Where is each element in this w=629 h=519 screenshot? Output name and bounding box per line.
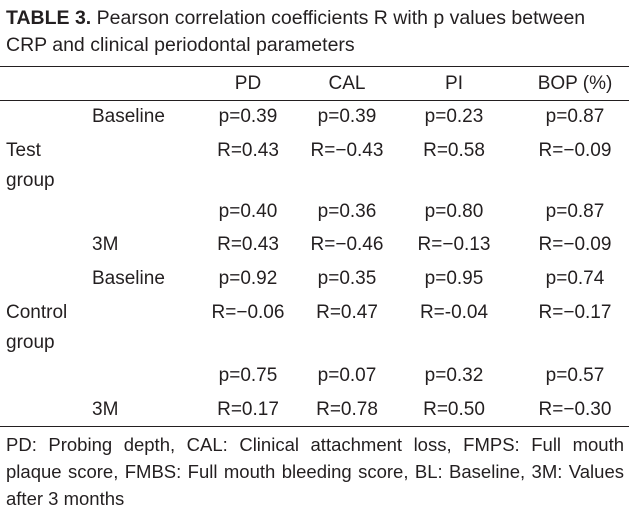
test-baseline-p-cal: p=0.39 xyxy=(317,106,377,127)
test-3m-p-pi: p=0.80 xyxy=(424,201,484,222)
test-3m-r-pi: R=−0.13 xyxy=(417,234,491,255)
control-baseline-p-bop: p=0.74 xyxy=(545,268,605,289)
control-3m-r-bop: R=−0.30 xyxy=(538,399,612,420)
control-3m-r-cal: R=0.78 xyxy=(316,399,378,420)
header-rule xyxy=(0,100,629,101)
control-baseline-p-cal: p=0.35 xyxy=(317,268,377,289)
test-3m-r-pd: R=0.43 xyxy=(217,234,279,255)
control-baseline-p-pi: p=0.95 xyxy=(424,268,484,289)
control-group-name-line2: group xyxy=(6,332,55,353)
control-group-name-line1: Control xyxy=(6,302,68,323)
control-baseline-r-pi: R=-0.04 xyxy=(419,302,489,323)
test-3m-r-cal: R=−0.46 xyxy=(310,234,384,255)
test-3m-p-pd: p=0.40 xyxy=(218,201,278,222)
control-3m-r-pi: R=0.50 xyxy=(423,399,485,420)
test-baseline-r-cal: R=−0.43 xyxy=(310,140,384,161)
control-baseline-label: Baseline xyxy=(92,268,165,289)
control-baseline-r-cal: R=0.47 xyxy=(316,302,378,323)
control-baseline-r-pd: R=−0.06 xyxy=(211,302,285,323)
test-baseline-p-pi: p=0.23 xyxy=(424,106,484,127)
test-baseline-r-bop: R=−0.09 xyxy=(538,140,612,161)
test-3m-p-bop: p=0.87 xyxy=(545,201,605,222)
test-baseline-r-pi: R=0.58 xyxy=(423,140,485,161)
test-baseline-label: Baseline xyxy=(92,106,165,127)
control-3m-p-bop: p=0.57 xyxy=(545,365,605,386)
bottom-rule xyxy=(0,426,629,427)
test-group-name-line2: group xyxy=(6,170,55,191)
test-3m-r-bop: R=−0.09 xyxy=(538,234,612,255)
table-caption: Pearson correlation coefficients R with … xyxy=(6,7,586,56)
control-3m-label: 3M xyxy=(92,399,119,420)
test-group-name-line1: Test xyxy=(6,140,41,161)
table-title: TABLE 3. Pearson correlation coefficient… xyxy=(6,5,624,59)
top-rule xyxy=(0,66,629,67)
header-pd: PD xyxy=(234,73,262,94)
control-3m-p-pi: p=0.32 xyxy=(424,365,484,386)
header-pi: PI xyxy=(445,73,463,94)
table-label: TABLE 3. xyxy=(6,7,92,29)
table-footnote: PD: Probing depth, CAL: Clinical attachm… xyxy=(6,434,624,509)
control-3m-p-cal: p=0.07 xyxy=(317,365,377,386)
header-cal: CAL xyxy=(328,73,366,94)
test-baseline-p-pd: p=0.39 xyxy=(218,106,278,127)
test-3m-p-cal: p=0.36 xyxy=(317,201,377,222)
control-baseline-p-pd: p=0.92 xyxy=(218,268,278,289)
test-3m-label: 3M xyxy=(92,234,119,255)
test-baseline-p-bop: p=0.87 xyxy=(545,106,605,127)
control-3m-r-pd: R=0.17 xyxy=(217,399,279,420)
control-baseline-r-bop: R=−0.17 xyxy=(538,302,612,323)
control-3m-p-pd: p=0.75 xyxy=(218,365,278,386)
header-bop: BOP (%) xyxy=(537,73,613,94)
test-baseline-r-pd: R=0.43 xyxy=(217,140,279,161)
